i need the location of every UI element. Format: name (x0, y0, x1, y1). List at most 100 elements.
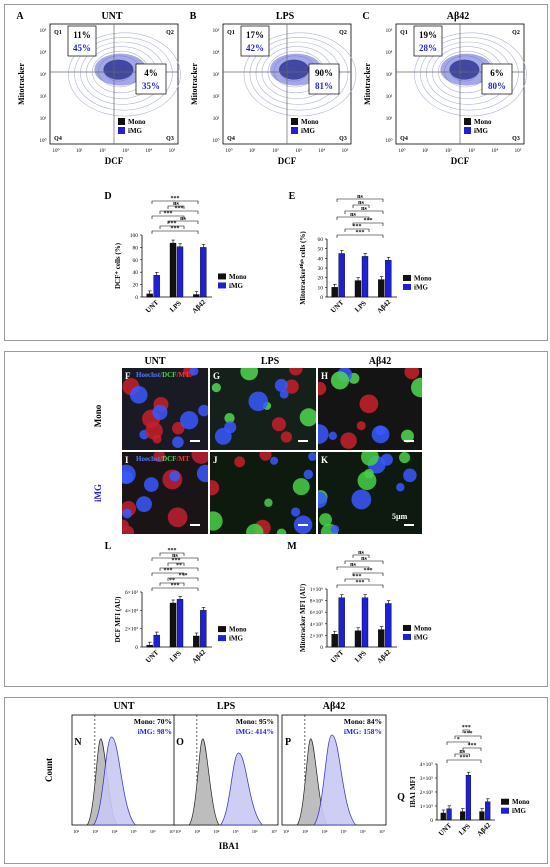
panel-letter: E (289, 191, 296, 202)
quadrant-q3: Q3 (512, 136, 520, 142)
cell-blob (356, 421, 366, 431)
stain-dcf: DCF (162, 371, 177, 379)
y-axis-label: Mitotracker (363, 63, 372, 105)
legend-swatch-img (403, 633, 411, 640)
x-tick-label: 10⁵ (341, 829, 348, 834)
hist-frame (173, 714, 279, 826)
bar-mono-1 (354, 630, 362, 648)
category-label: Aβ42 (376, 648, 393, 665)
quadrant-q1: Q1 (227, 30, 235, 36)
scale-bar (190, 524, 200, 526)
stain-legend: Hoechst/DCF/MT (136, 455, 190, 463)
x-tick-label: 10² (445, 148, 452, 154)
cell-field (122, 452, 208, 534)
sig-marker: *** (356, 580, 365, 586)
x-tick-label: 10⁵ (342, 148, 349, 154)
cell-blob (211, 383, 221, 393)
legend-swatch-mono (464, 118, 471, 125)
bar-img-2 (200, 247, 207, 298)
q2-img-value: 81% (315, 81, 333, 91)
quadrant-q4: Q4 (400, 136, 408, 142)
x-tick-label: 10⁵ (515, 148, 522, 154)
sig-bracket (159, 225, 185, 229)
sig-bracket (454, 753, 470, 757)
category-label: LPS (457, 822, 472, 837)
x-tick-label: 10⁵ (131, 829, 138, 834)
y-tick-label: 80 (133, 245, 139, 251)
category-label: LPS (168, 299, 183, 314)
sig-bracket (462, 729, 470, 733)
q2-mono-value: 6% (490, 68, 504, 78)
cell-blob (210, 480, 220, 496)
bar-mono-0 (146, 293, 153, 298)
cell-blob (303, 469, 314, 480)
y-tick-label: 10³ (40, 72, 47, 78)
bar-img-1 (361, 256, 369, 298)
category-label: UNT (329, 298, 345, 314)
cell-blob (172, 436, 184, 448)
legend-label-img: iMG (128, 127, 143, 135)
sig-marker: *** (164, 211, 173, 217)
contour-ring (68, 32, 181, 117)
x-tick-label: 10⁴ (111, 829, 118, 834)
stain-mt: /MT (176, 371, 190, 379)
cell-blob (224, 421, 237, 434)
micrograph-G: G (210, 368, 316, 450)
hist-mono-peak (188, 738, 220, 826)
micrograph-I: I Hoechst/DCF/MT (122, 452, 208, 534)
hist-title: Aβ42 (323, 701, 346, 712)
category-label: UNT (437, 821, 453, 837)
x-tick-label: 10¹ (422, 148, 429, 154)
flow-title: UNT (101, 11, 122, 22)
sig-bracket (167, 220, 199, 224)
hist-mono-percent: Mono: 95% (236, 717, 274, 726)
sig-bracket (344, 560, 384, 564)
cell-blob (271, 417, 286, 432)
contour-ring (414, 32, 527, 117)
sig-marker: *** (175, 206, 184, 212)
legend-swatch-mono (118, 118, 125, 125)
legend-label-mono: Mono (229, 273, 247, 281)
scale-label: 5µm (392, 512, 408, 521)
quadrant-q2: Q2 (339, 30, 347, 36)
x-tick-label: 10¹ (76, 148, 83, 154)
y-tick-label: 40 (318, 256, 324, 262)
y-axis-label: Mitotracker (190, 63, 199, 105)
sig-marker: ns (357, 194, 363, 200)
y-tick-label: 1×10⁶ (310, 587, 323, 593)
x-tick-label: 10⁴ (491, 148, 498, 154)
quadrant-q1: Q1 (400, 30, 408, 36)
y-tick-label: 20 (133, 283, 139, 289)
bar-img-1 (176, 599, 184, 648)
bar-chart-q: Q 0 1×10⁵ 2×10⁵ 3×10⁵ 4×10⁵ IBA1 MFI UNT LPS Aβ42… (397, 725, 530, 838)
x-tick-label: 10¹ (249, 148, 256, 154)
contour-core-mono (278, 59, 309, 80)
y-axis-title: DCF MFI (AU) (114, 596, 122, 643)
panel-letter: K (321, 455, 329, 465)
scale-bar (404, 440, 414, 442)
hist-img-percent: iMG: 98% (138, 727, 172, 736)
q2-img-value: 80% (488, 81, 506, 91)
legend-label-mono: Mono (474, 118, 492, 126)
q1-box (240, 25, 270, 57)
hist-img-percent: iMG: 158% (344, 727, 382, 736)
y-axis-title: Mitotracker MFI (AU) (299, 583, 307, 652)
row-label-img: iMG (93, 484, 103, 502)
hist-img-peak (219, 752, 264, 826)
category-label: Aβ42 (476, 821, 493, 838)
y-tick-label: 10 (318, 285, 324, 291)
x-tick-label: 10³ (194, 829, 201, 834)
quadrant-q1: Q1 (54, 30, 62, 36)
panel-letter: C (362, 11, 369, 22)
sig-marker: ** (176, 563, 182, 569)
q1-box (67, 25, 97, 57)
cell-blob (399, 452, 411, 464)
bar-mono-1 (354, 280, 362, 298)
bar-mono-1 (169, 242, 177, 298)
cell-blob (403, 468, 417, 483)
bar-mono-0 (331, 634, 338, 648)
panel-letter: L (105, 541, 112, 552)
